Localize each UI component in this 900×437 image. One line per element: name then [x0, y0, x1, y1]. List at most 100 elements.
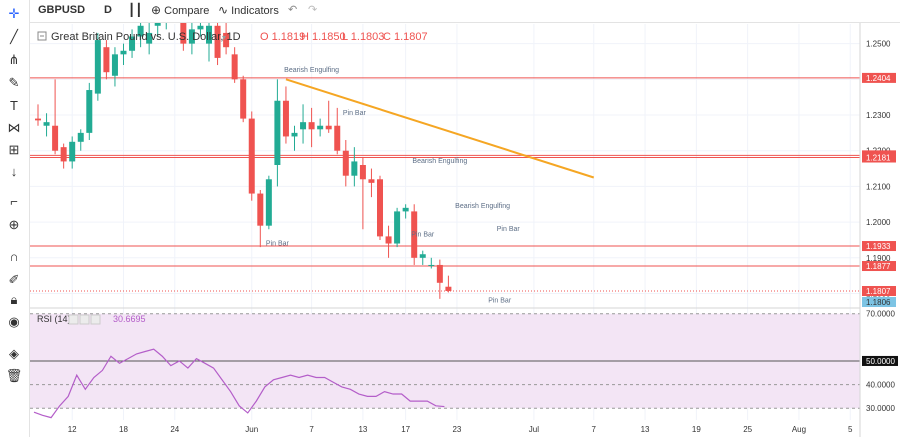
legend-close: C 1.1807 [383, 31, 428, 43]
compare-icon: ⊕ [151, 3, 162, 17]
candle-body [368, 179, 375, 183]
price-tick-label: 1.2500 [866, 40, 891, 49]
time-tick-label: 24 [170, 425, 179, 434]
pitchfork-icon[interactable]: ⋔ [8, 52, 20, 67]
time-tick-label: 25 [743, 425, 752, 434]
text-icon[interactable]: T [10, 98, 18, 113]
candle-body [60, 147, 67, 162]
candle-body [274, 100, 281, 165]
time-tick-label: 7 [309, 425, 314, 434]
layers-icon[interactable]: ◈ [9, 346, 19, 361]
candlestick-series [35, 0, 452, 299]
candle-body [94, 40, 101, 94]
trendline-icon[interactable]: ╱ [10, 29, 18, 44]
rsi-grid [30, 313, 860, 409]
measure-icon[interactable]: ⊞ [8, 142, 20, 157]
level-price-tag [862, 72, 896, 83]
last-close-tag-label: 1.1807 [866, 287, 891, 296]
candle-body [291, 132, 298, 137]
candle-body [359, 165, 366, 180]
candle-body [214, 25, 221, 58]
trendline[interactable] [285, 78, 595, 179]
candle-body [77, 132, 84, 142]
time-tick-label: 13 [641, 425, 650, 434]
magnet-icon[interactable]: ∩ [9, 249, 19, 264]
level-price-tag [862, 261, 896, 272]
chart-style-icon[interactable]: ┃┃ [128, 3, 143, 17]
time-axis[interactable]: 12 18 24 Jun 7 13 17 23 Jul 7 13 19 25 Aug 5 [68, 425, 853, 434]
candle-body [111, 54, 118, 76]
level-price-tag-label: 1.1877 [866, 262, 891, 271]
symbol-search-button[interactable]: GBPUSD [38, 4, 86, 16]
undo-icon[interactable]: ↶ [288, 4, 298, 16]
level-price-tag [862, 241, 896, 252]
time-tick-label: 23 [452, 425, 461, 434]
collapse-legend-icon[interactable] [37, 31, 47, 41]
lock-drawing-icon[interactable]: ✐ [8, 272, 20, 287]
rsi-settings-icon[interactable] [79, 314, 90, 325]
last-close-tag [862, 286, 896, 297]
redo-icon[interactable]: ↷ [308, 4, 318, 16]
candle-body [394, 211, 401, 244]
candle-body [402, 207, 409, 212]
rsi-level-tag [862, 355, 898, 366]
pattern-annotation-label: Bearish Engulfing [412, 158, 467, 165]
price-tick-label: 1.2000 [866, 218, 891, 227]
level-price-tag-label: 1.2181 [866, 154, 891, 163]
legend-title: Great Britain Pound vs. U.S. Dollar, 1D [51, 31, 241, 43]
lock-icon[interactable]: 🔒︎ [10, 292, 18, 307]
rsi-close-icon[interactable] [90, 314, 101, 325]
candle-body [103, 47, 110, 73]
top-toolbar: GBPUSD D ┃┃ ⊕ Compare ∿ Indicators ↶ ↷ [0, 0, 900, 23]
candle-body [282, 100, 289, 137]
level-price-tag-label: 1.2404 [866, 74, 891, 83]
candle-body [325, 125, 332, 130]
price-tick-label: 1.2100 [866, 182, 891, 191]
candle-body [137, 25, 144, 37]
price-axis[interactable]: 1.25001.24001.23001.22001.21001.20001.19… [862, 40, 896, 308]
time-tick-label: 13 [358, 425, 367, 434]
arrow-down-icon[interactable]: ↓ [10, 164, 18, 179]
legend-open: O 1.1819 [260, 31, 305, 43]
zoom-in-icon[interactable]: ⊕ [8, 217, 20, 232]
rsi-legend-label: RSI (14) [37, 314, 71, 324]
rsi-tick-label: 40.0000 [866, 381, 895, 390]
pattern-icon[interactable]: ⋈ [7, 120, 21, 135]
brush-icon[interactable]: ✎ [8, 75, 20, 90]
legend-dropdown-icon[interactable]: ▾ [222, 33, 226, 42]
compare-label: Compare [164, 5, 210, 17]
time-tick-label: 18 [119, 425, 128, 434]
time-tick-label: Jul [529, 425, 539, 434]
candle-body [240, 79, 247, 119]
candle-body [206, 25, 212, 44]
compare-button[interactable]: ⊕ Compare [151, 0, 209, 22]
rsi-axis[interactable]: 70.0000 50.0000 40.0000 30.0000 [862, 310, 898, 413]
candle-body [300, 122, 307, 130]
rsi-tick-label: 30.0000 [866, 404, 895, 413]
rsi-visibility-icon[interactable] [68, 314, 79, 325]
candle-body [231, 54, 238, 80]
candle-body [257, 193, 264, 226]
candle-body [445, 286, 452, 292]
pattern-annotation-label: Bearish Engulfing [284, 67, 339, 74]
time-tick-label: 17 [401, 425, 410, 434]
eye-icon[interactable]: ◉ [8, 314, 20, 329]
candle-body [342, 150, 349, 176]
candle-body [146, 32, 153, 44]
pattern-annotation-label: Bearish Engulfing [455, 203, 510, 210]
pattern-annotation-label: Pin Bar [266, 240, 290, 247]
time-tick-label: 7 [592, 425, 597, 434]
candle-body [35, 118, 41, 121]
candle-body [351, 161, 358, 176]
candle-body [248, 118, 255, 194]
indicators-button[interactable]: ∿ Indicators [218, 0, 279, 22]
candle-body [52, 125, 59, 151]
candle-body [436, 264, 443, 283]
ruler-icon[interactable]: ⌐ [10, 194, 18, 209]
time-tick-label: 19 [692, 425, 701, 434]
crosshair-icon[interactable]: ✛ [8, 6, 20, 21]
interval-button[interactable]: D [104, 4, 112, 16]
rsi-legend-value: 30.6695 [113, 314, 146, 324]
trash-icon[interactable]: 🗑︎ [5, 368, 23, 383]
